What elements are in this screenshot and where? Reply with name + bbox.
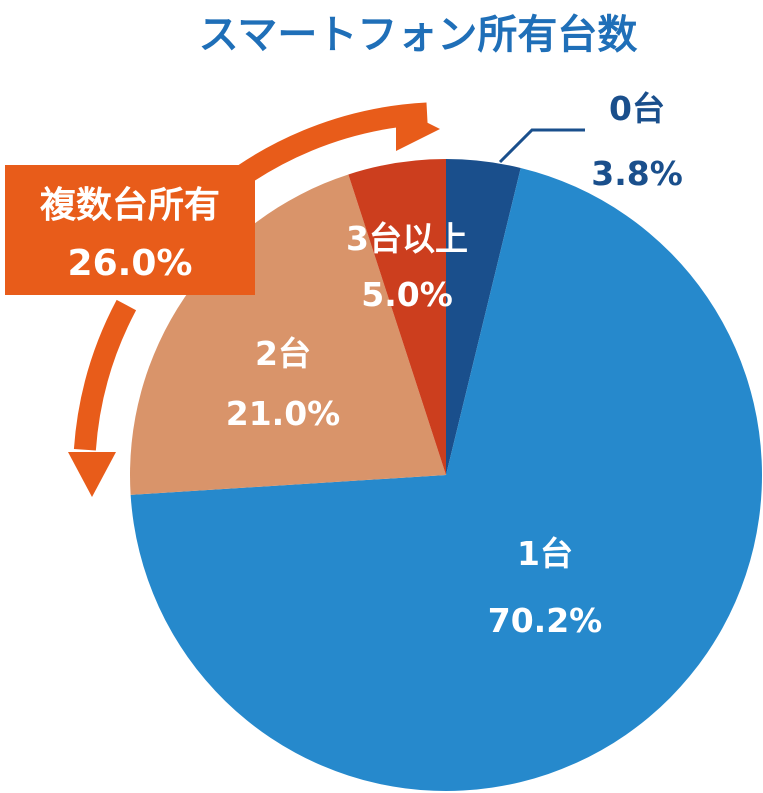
- leader-line: [498, 128, 585, 164]
- pie-labels: 0台 3.8% 1台 70.2% 2台 21.0% 3台以上 5.0%: [226, 89, 683, 640]
- pie-slice: [129, 174, 446, 495]
- pie-slice: [446, 159, 521, 475]
- slice-category-label: 1台: [517, 534, 573, 573]
- callout-arrowhead-top: [396, 107, 440, 151]
- slice-category-label: 2台: [255, 334, 311, 373]
- multi-unit-callout: 複数台所有 26.0%: [5, 102, 440, 497]
- callout-arrow-left: [73, 299, 137, 451]
- slice-category-label: 3台以上: [346, 219, 468, 258]
- slice-category-label: 0台: [609, 89, 665, 128]
- callout-value: 26.0%: [68, 243, 193, 284]
- chart-title: スマートフォン所有台数: [199, 12, 638, 58]
- pie-slice: [130, 167, 762, 791]
- slice-value-label: 5.0%: [361, 275, 453, 314]
- slice-value-label: 21.0%: [226, 394, 341, 433]
- pie-slice: [348, 159, 446, 475]
- slice-value-label: 3.8%: [591, 154, 683, 193]
- callout-arrowhead-left: [68, 452, 116, 497]
- pie-slices: [129, 159, 762, 791]
- slice-value-label: 70.2%: [488, 601, 603, 640]
- callout-box: [5, 165, 255, 295]
- callout-label: 複数台所有: [40, 185, 220, 226]
